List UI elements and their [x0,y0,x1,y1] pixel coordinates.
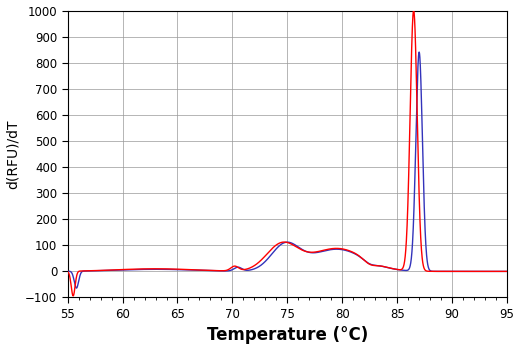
X-axis label: Temperature (°C): Temperature (°C) [207,327,368,344]
Y-axis label: d(RFU)/dT: d(RFU)/dT [6,119,20,189]
